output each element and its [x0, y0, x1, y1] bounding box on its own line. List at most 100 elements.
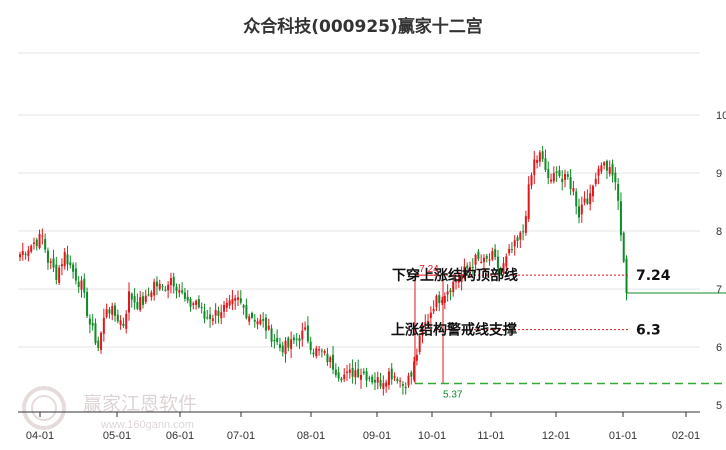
candle	[21, 242, 24, 261]
candle-body	[569, 177, 572, 190]
candle	[536, 155, 539, 169]
candle-body	[309, 341, 312, 351]
annotation-label: 上涨结构警戒线支撑	[391, 322, 517, 339]
candle-body	[292, 337, 295, 341]
candle	[575, 188, 578, 215]
candle	[552, 166, 555, 184]
candle-body	[133, 296, 136, 303]
candle	[86, 287, 89, 318]
candle	[114, 302, 117, 322]
candle-body	[304, 327, 307, 330]
candle-body	[410, 372, 413, 377]
candle	[320, 348, 323, 358]
candle	[508, 244, 511, 256]
candle-body	[491, 251, 494, 260]
candle-body	[125, 313, 128, 329]
candle	[323, 349, 326, 356]
candle	[259, 314, 262, 326]
candle-body	[407, 375, 410, 386]
candle	[125, 310, 128, 334]
candle	[60, 258, 63, 276]
box-top-label: 7.24	[419, 264, 439, 275]
candle	[569, 168, 572, 196]
candle	[91, 314, 94, 331]
grid-layer: 5 6 7 8 9 10	[18, 52, 726, 412]
candle	[544, 149, 547, 172]
candle-body	[603, 162, 606, 166]
y-tick-label: 9	[716, 168, 722, 180]
candle-body	[362, 371, 365, 374]
candle-body	[200, 307, 203, 309]
y-tick-label: 5	[716, 400, 722, 412]
candle	[418, 333, 421, 355]
candle	[24, 251, 27, 260]
candle-body	[114, 305, 117, 316]
candle	[578, 198, 580, 224]
candle-body	[466, 265, 469, 269]
candle	[287, 336, 290, 352]
candle-body	[555, 171, 558, 173]
candle-body	[32, 242, 35, 244]
candle-body	[614, 172, 617, 183]
candle	[376, 371, 379, 390]
candle-body	[136, 302, 139, 309]
candle	[119, 315, 122, 330]
candle	[80, 276, 83, 298]
x-tick-label: 08-01	[297, 430, 325, 442]
candle-body	[371, 376, 374, 383]
candle-body	[572, 188, 575, 192]
candle	[200, 302, 203, 314]
candle-body	[505, 256, 508, 267]
candle-body	[326, 353, 329, 363]
candle-body	[589, 193, 592, 205]
candle	[382, 375, 385, 396]
candle-body	[340, 378, 343, 381]
candle-body	[482, 257, 485, 263]
candle-body	[449, 290, 452, 293]
candle-body	[141, 296, 144, 305]
candle	[231, 289, 234, 311]
candle	[144, 289, 147, 305]
candle-body	[488, 259, 491, 261]
candle-body	[619, 201, 622, 236]
candle-body	[256, 321, 259, 325]
candle	[97, 336, 100, 352]
candle-body	[273, 339, 276, 342]
candle-body	[625, 258, 628, 294]
candle	[463, 258, 466, 280]
candle	[410, 370, 413, 385]
candle-body	[186, 296, 189, 301]
candle	[373, 372, 376, 391]
candle	[496, 250, 499, 274]
candle	[558, 165, 561, 178]
candle-body	[373, 379, 376, 383]
candle	[66, 245, 69, 271]
candle	[561, 170, 564, 191]
candle	[340, 376, 343, 383]
candle-body	[583, 198, 586, 203]
candle-body	[183, 292, 186, 299]
candle-body	[69, 262, 72, 266]
candle-body	[376, 377, 379, 383]
candle-body	[508, 248, 511, 254]
candle	[102, 308, 105, 342]
candle	[471, 258, 474, 275]
candle	[460, 266, 463, 291]
candle-body	[496, 256, 499, 268]
candle-body	[348, 369, 351, 373]
watermark-text: 赢家江恩软件	[83, 393, 197, 415]
candle	[220, 304, 223, 325]
candle	[264, 314, 267, 339]
candle-body	[622, 232, 625, 262]
candle-body	[290, 339, 293, 349]
candle	[455, 278, 458, 290]
candle	[158, 279, 161, 292]
candle-body	[192, 303, 195, 305]
candle-body	[499, 269, 502, 272]
candle	[52, 249, 55, 272]
candle	[100, 331, 103, 354]
candle-body	[318, 349, 321, 351]
candle	[566, 171, 569, 180]
candle	[315, 345, 318, 359]
candle	[141, 292, 144, 309]
